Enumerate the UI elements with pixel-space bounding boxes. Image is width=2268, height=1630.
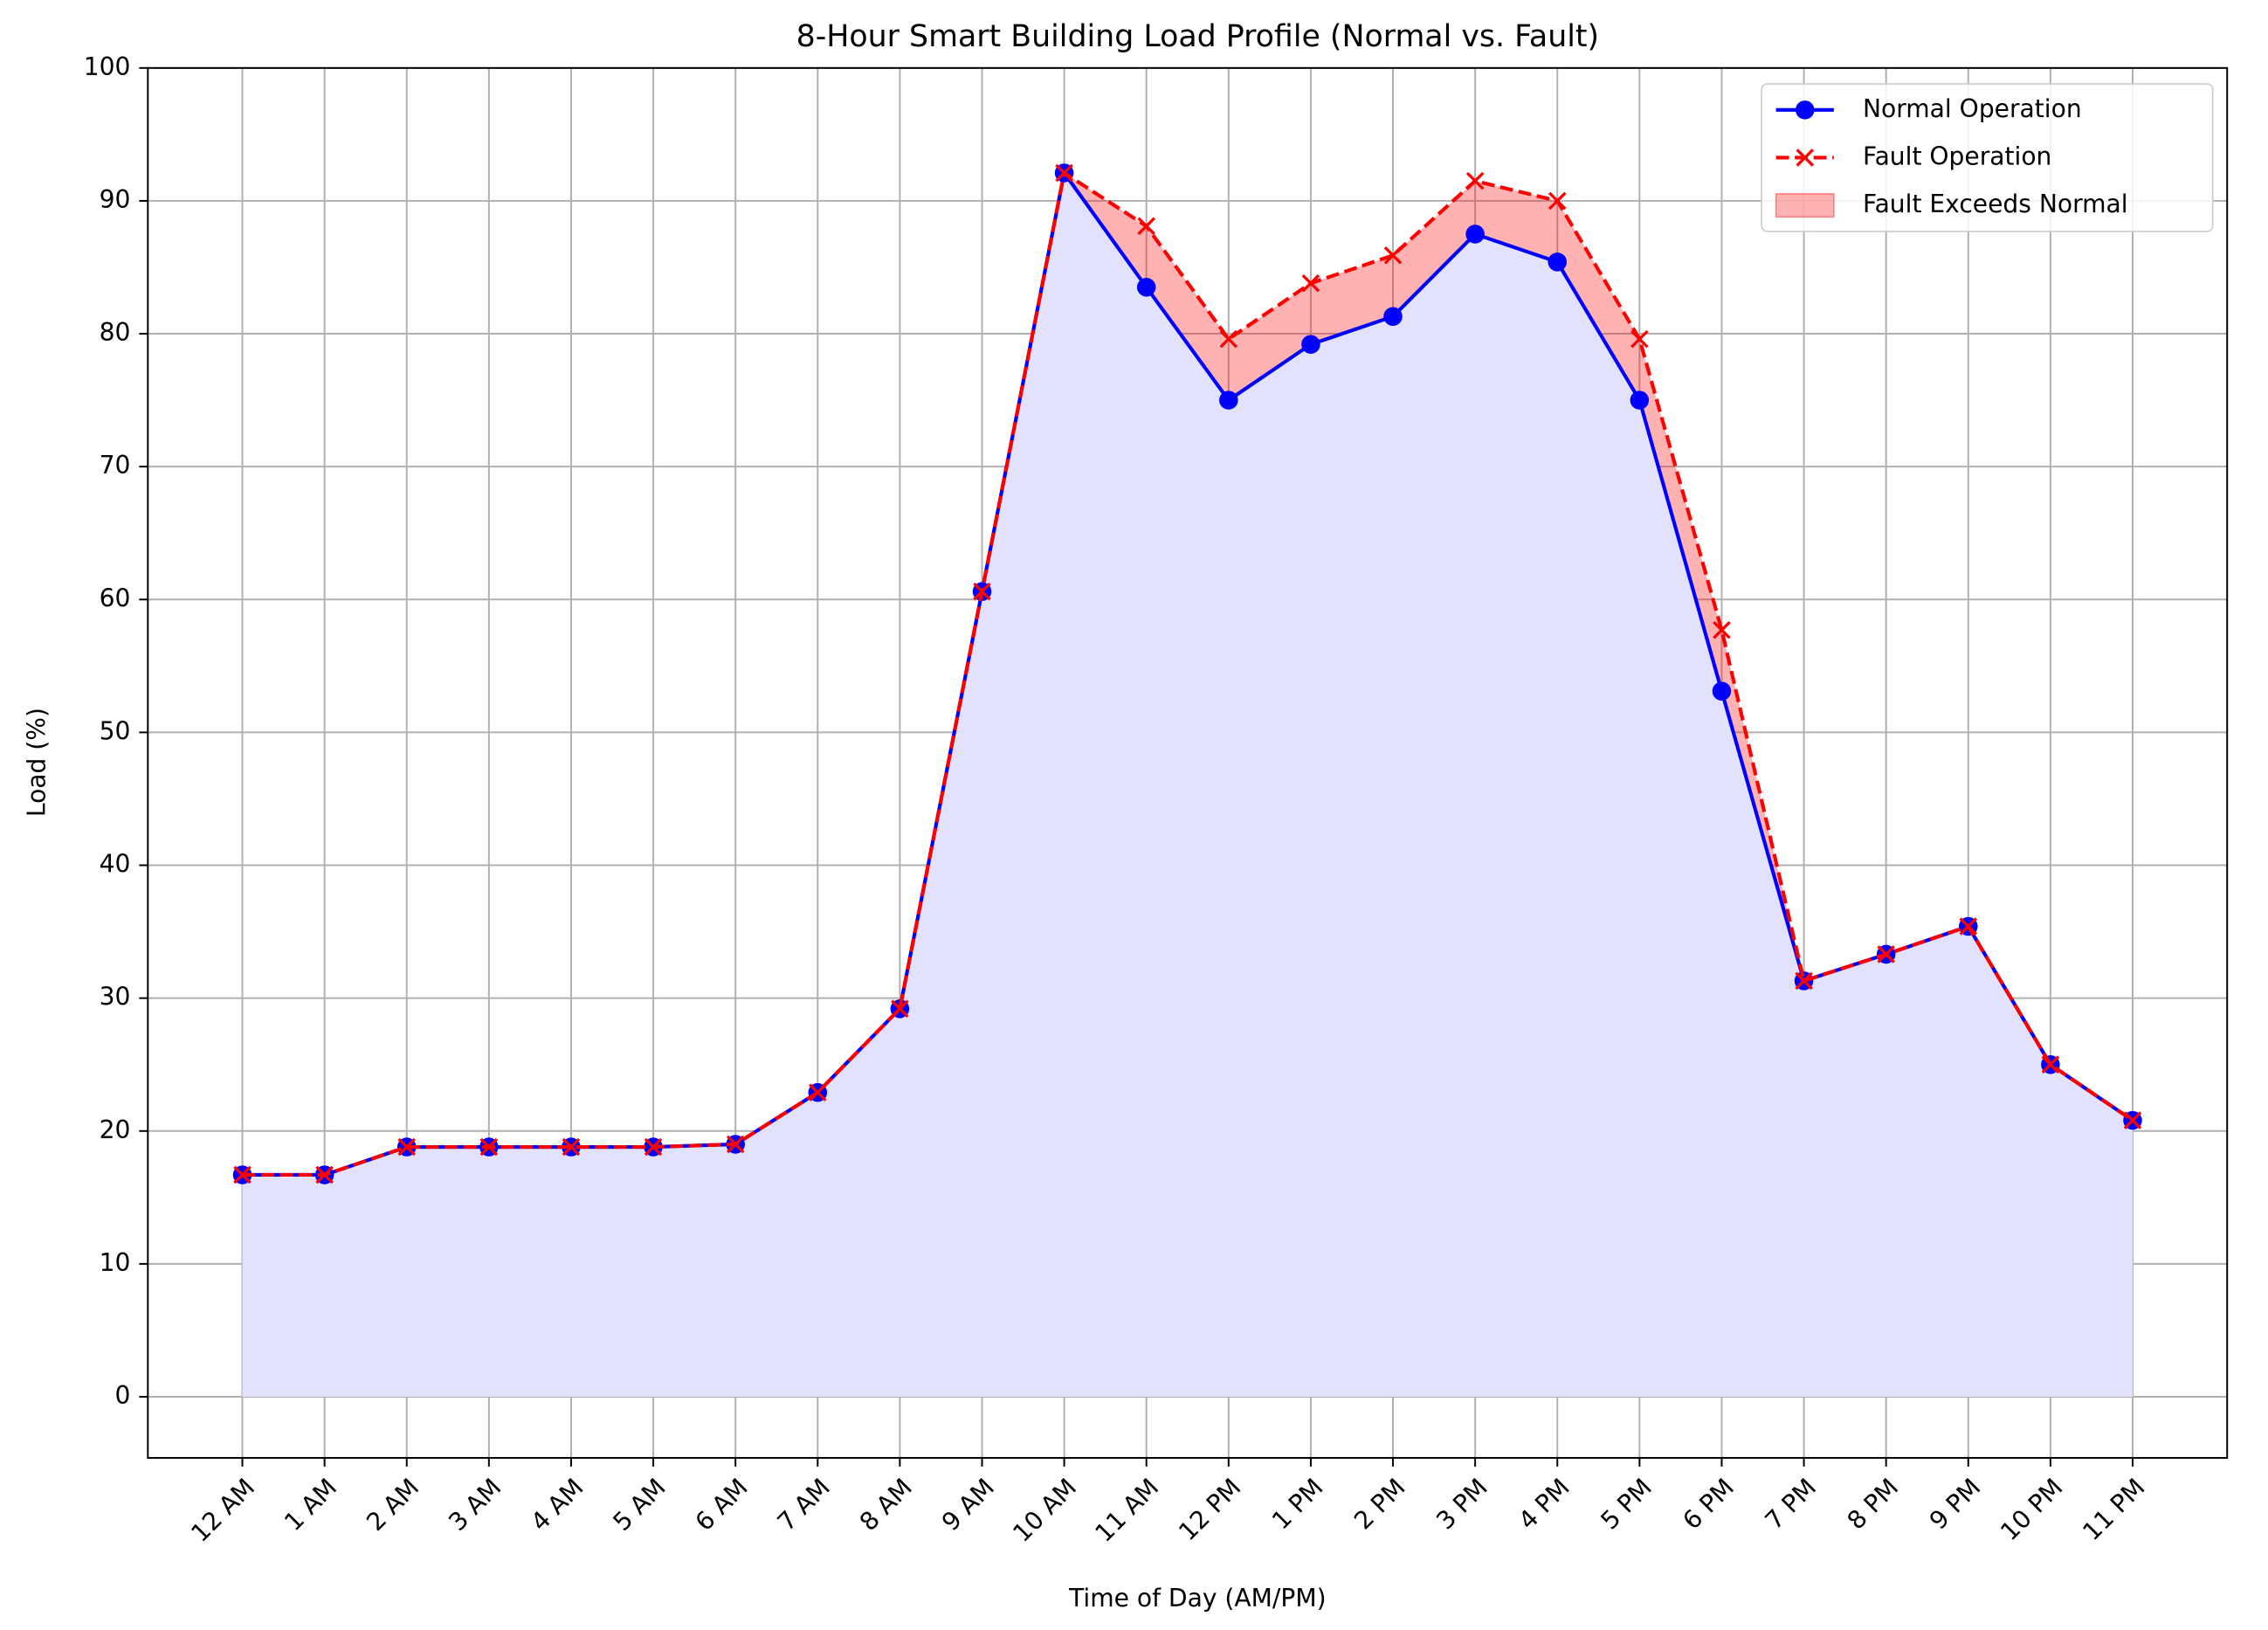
- marker: [1301, 335, 1320, 354]
- legend-swatch: [1775, 193, 1835, 218]
- marker: [2041, 1055, 2060, 1074]
- marker: [1712, 681, 1732, 701]
- marker: [562, 1137, 581, 1157]
- marker: [1713, 620, 1731, 639]
- chart-title: 8-Hour Smart Building Load Profile (Norm…: [796, 19, 1600, 54]
- y-tick-label: 40: [100, 850, 131, 879]
- legend-label: Normal Operation: [1863, 94, 2082, 123]
- series-line: [242, 169, 2134, 1178]
- marker: [1630, 329, 1649, 349]
- y-tick-label: 90: [100, 185, 131, 214]
- x-axis-label: Time of Day (AM/PM): [1068, 1584, 1326, 1613]
- y-tick-label: 30: [100, 983, 131, 1012]
- marker: [233, 1165, 252, 1185]
- marker: [973, 582, 991, 601]
- legend-label: Fault Operation: [1863, 142, 2051, 170]
- marker: [1219, 329, 1238, 349]
- y-tick-label: 60: [100, 584, 131, 612]
- marker: [1383, 307, 1403, 327]
- y-tick-label: 50: [100, 716, 131, 745]
- y-axis-label: Load (%): [22, 708, 51, 817]
- marker: [1548, 191, 1567, 211]
- marker: [1465, 224, 1485, 244]
- marker: [891, 999, 909, 1019]
- marker: [1136, 278, 1156, 297]
- marker: [1465, 171, 1485, 190]
- y-tick-label: 70: [100, 451, 131, 480]
- fault-fill: [242, 172, 2134, 1175]
- marker: [808, 1083, 827, 1102]
- marker: [726, 1135, 745, 1154]
- marker: [315, 1165, 334, 1185]
- plot-frame: [147, 66, 2229, 1459]
- marker: [1383, 246, 1403, 265]
- marker: [1137, 217, 1155, 236]
- legend-label: Fault Exceeds Normal: [1863, 190, 2128, 218]
- y-tick-label: 0: [115, 1381, 131, 1410]
- legend-marker: [1796, 148, 1815, 167]
- marker: [2123, 1111, 2142, 1129]
- marker: [479, 1137, 499, 1157]
- y-tick-label: 80: [100, 318, 131, 347]
- marker: [1795, 971, 1813, 991]
- legend: Normal Operation Fault Operation Fault Exc…: [1761, 83, 2214, 232]
- marker: [1877, 945, 1895, 963]
- marker: [644, 1137, 663, 1157]
- marker: [1301, 273, 1320, 293]
- marker: [1959, 917, 1978, 936]
- y-tick-label: 10: [100, 1248, 131, 1277]
- marker: [1548, 252, 1568, 272]
- marker: [1055, 163, 1073, 183]
- y-tick-label: 100: [84, 52, 131, 81]
- legend-marker: [1795, 100, 1815, 120]
- marker: [397, 1137, 417, 1157]
- marker: [1630, 390, 1650, 410]
- legend-box: [1761, 83, 2214, 232]
- marker: [1219, 390, 1238, 410]
- y-tick-label: 20: [100, 1115, 131, 1144]
